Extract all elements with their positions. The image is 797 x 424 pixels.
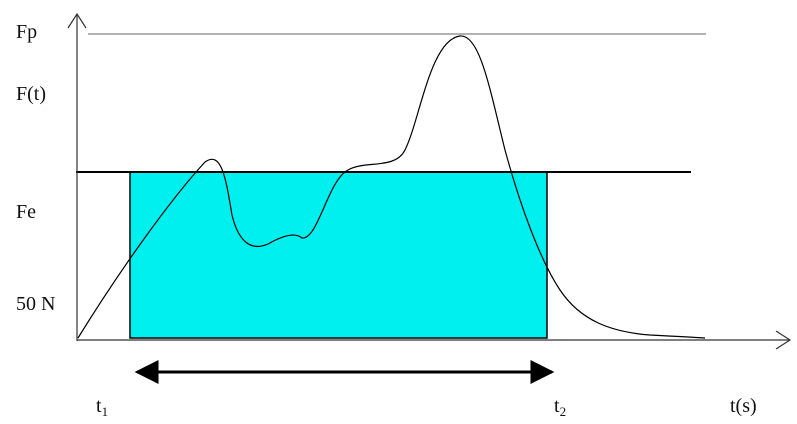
label-t2-main: t [554, 395, 560, 417]
y-axis-arrow-icon [67, 12, 87, 29]
label-fe: Fe [16, 201, 36, 223]
label-50n: 50 N [16, 293, 55, 315]
label-t2-sub: 2 [560, 404, 567, 419]
label-t1-main: t [96, 395, 102, 417]
label-t1-sub: 1 [102, 404, 109, 419]
label-fp: Fp [16, 21, 37, 43]
label-t2: t2 [554, 395, 566, 419]
label-t1: t1 [96, 395, 108, 419]
x-axis-arrow-icon [775, 330, 792, 350]
force-curve [77, 35, 706, 339]
label-ts: t(s) [730, 395, 757, 417]
impulse-rectangle [129, 171, 548, 339]
label-ft: F(t) [16, 83, 46, 105]
